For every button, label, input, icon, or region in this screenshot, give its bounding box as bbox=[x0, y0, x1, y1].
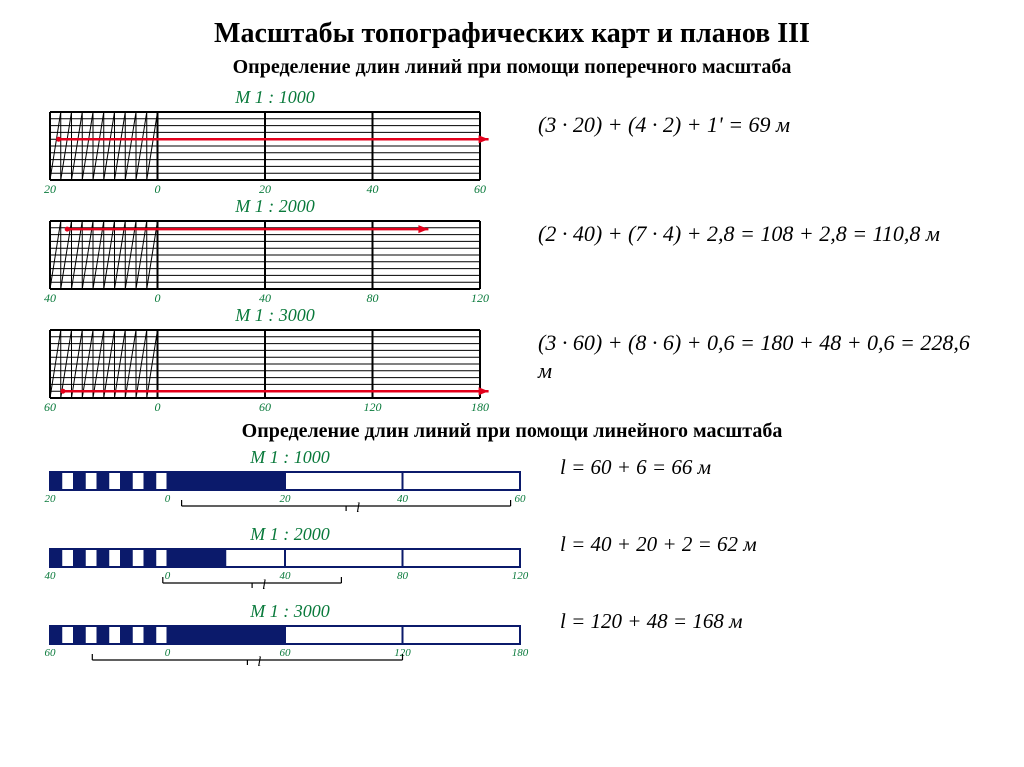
tick-label: 0 bbox=[155, 400, 161, 415]
scale-label: M 1 : 1000 bbox=[40, 87, 510, 108]
scale-label: M 1 : 2000 bbox=[40, 524, 540, 545]
svg-text:20: 20 bbox=[280, 493, 292, 505]
formula: (2 · 40) + (7 · 4) + 2,8 = 108 + 2,8 = 1… bbox=[510, 196, 984, 248]
tick-label: 40 bbox=[44, 291, 56, 306]
page-title: Масштабы топографических карт и планов I… bbox=[40, 18, 984, 50]
transversal-svg bbox=[40, 110, 490, 182]
tick-label: 60 bbox=[474, 182, 486, 197]
tick-label: 0 bbox=[155, 291, 161, 306]
linear-section: M 1 : 1000200204060ll = 60 + 6 = 66 мM 1… bbox=[40, 447, 984, 676]
tick-label: 180 bbox=[471, 400, 489, 415]
svg-text:40: 40 bbox=[280, 570, 292, 582]
svg-text:l: l bbox=[262, 578, 266, 593]
linear-svg: 40 0 40 80 120 l bbox=[40, 547, 530, 599]
linear-svg: 60060120180l bbox=[40, 624, 530, 676]
linear-row: M 1 : 2000 40 0 40 80 120 l l = 40 + 20 + 2 = 6… bbox=[40, 524, 984, 599]
linear-svg: 20 0 20 40 60 l bbox=[40, 470, 530, 522]
svg-text:0: 0 bbox=[165, 647, 171, 659]
x-ticks: 20 0 20 40 60 bbox=[40, 182, 490, 196]
svg-text:60: 60 bbox=[280, 647, 292, 659]
tick-label: 20 bbox=[259, 182, 271, 197]
svg-text:80: 80 bbox=[397, 570, 409, 582]
transversal-svg bbox=[40, 219, 490, 291]
svg-text:180: 180 bbox=[512, 647, 529, 659]
section1-title: Определение длин линий при помощи попере… bbox=[40, 56, 984, 79]
formula: l = 60 + 6 = 66 м bbox=[540, 447, 984, 480]
section2-title: Определение длин линий при помощи линейн… bbox=[40, 420, 984, 443]
transversal-diagram: M 1 : 2000 40 0 40 80 120 bbox=[40, 196, 510, 305]
tick-label: 0 bbox=[155, 182, 161, 197]
svg-text:0: 0 bbox=[165, 493, 171, 505]
svg-text:40: 40 bbox=[397, 493, 409, 505]
linear-diagram: M 1 : 300060060120180l bbox=[40, 601, 540, 676]
x-ticks: 40 0 40 80 120 bbox=[40, 291, 490, 305]
tick-label: 80 bbox=[367, 291, 379, 306]
tick-label: 60 bbox=[259, 400, 271, 415]
svg-text:20: 20 bbox=[45, 493, 57, 505]
page: Масштабы топографических карт и планов I… bbox=[0, 0, 1024, 767]
tick-label: 40 bbox=[367, 182, 379, 197]
scale-label: M 1 : 3000 bbox=[40, 305, 510, 326]
linear-row: M 1 : 1000 20 0 20 40 60 l l = 60 + 6 = 66 м bbox=[40, 447, 984, 522]
transversal-diagram: M 1 : 3000 60 0 60 120 180 bbox=[40, 305, 510, 414]
tick-label: 20 bbox=[44, 182, 56, 197]
svg-text:l: l bbox=[257, 655, 261, 670]
svg-text:0: 0 bbox=[165, 570, 171, 582]
transversal-row: M 1 : 2000 40 0 40 80 120 (2 · 40) + (7 · 4) +… bbox=[40, 196, 984, 305]
formula: (3 · 60) + (8 · 6) + 0,6 = 180 + 48 + 0,… bbox=[510, 305, 984, 384]
svg-text:60: 60 bbox=[45, 647, 57, 659]
tick-label: 120 bbox=[471, 291, 489, 306]
tick-label: 120 bbox=[364, 400, 382, 415]
linear-diagram: M 1 : 1000 20 0 20 40 60 l bbox=[40, 447, 540, 522]
tick-label: 60 bbox=[44, 400, 56, 415]
svg-text:120: 120 bbox=[512, 570, 529, 582]
formula: l = 40 + 20 + 2 = 62 м bbox=[540, 524, 984, 557]
scale-label: M 1 : 1000 bbox=[40, 447, 540, 468]
svg-text:40: 40 bbox=[45, 570, 57, 582]
svg-text:60: 60 bbox=[515, 493, 527, 505]
transversal-row: M 1 : 3000 60 0 60 120 180 (3 · 60) + (8 · 6) … bbox=[40, 305, 984, 414]
scale-label: M 1 : 2000 bbox=[40, 196, 510, 217]
svg-text:l: l bbox=[356, 501, 360, 516]
linear-row: M 1 : 300060060120180ll = 120 + 48 = 168… bbox=[40, 601, 984, 676]
scale-label: M 1 : 3000 bbox=[40, 601, 540, 622]
x-ticks: 60 0 60 120 180 bbox=[40, 400, 490, 414]
transversal-diagram: M 1 : 1000 20 0 20 40 60 bbox=[40, 87, 510, 196]
transversal-row: M 1 : 1000 20 0 20 40 60 (3 · 20) + (4 · 2) + … bbox=[40, 87, 984, 196]
transversal-section: M 1 : 1000 20 0 20 40 60 (3 · 20) + (4 · 2) + … bbox=[40, 87, 984, 414]
transversal-svg bbox=[40, 328, 490, 400]
tick-label: 40 bbox=[259, 291, 271, 306]
linear-diagram: M 1 : 2000 40 0 40 80 120 l bbox=[40, 524, 540, 599]
formula: (3 · 20) + (4 · 2) + 1' = 69 м bbox=[510, 87, 984, 139]
formula: l = 120 + 48 = 168 м bbox=[540, 601, 984, 634]
